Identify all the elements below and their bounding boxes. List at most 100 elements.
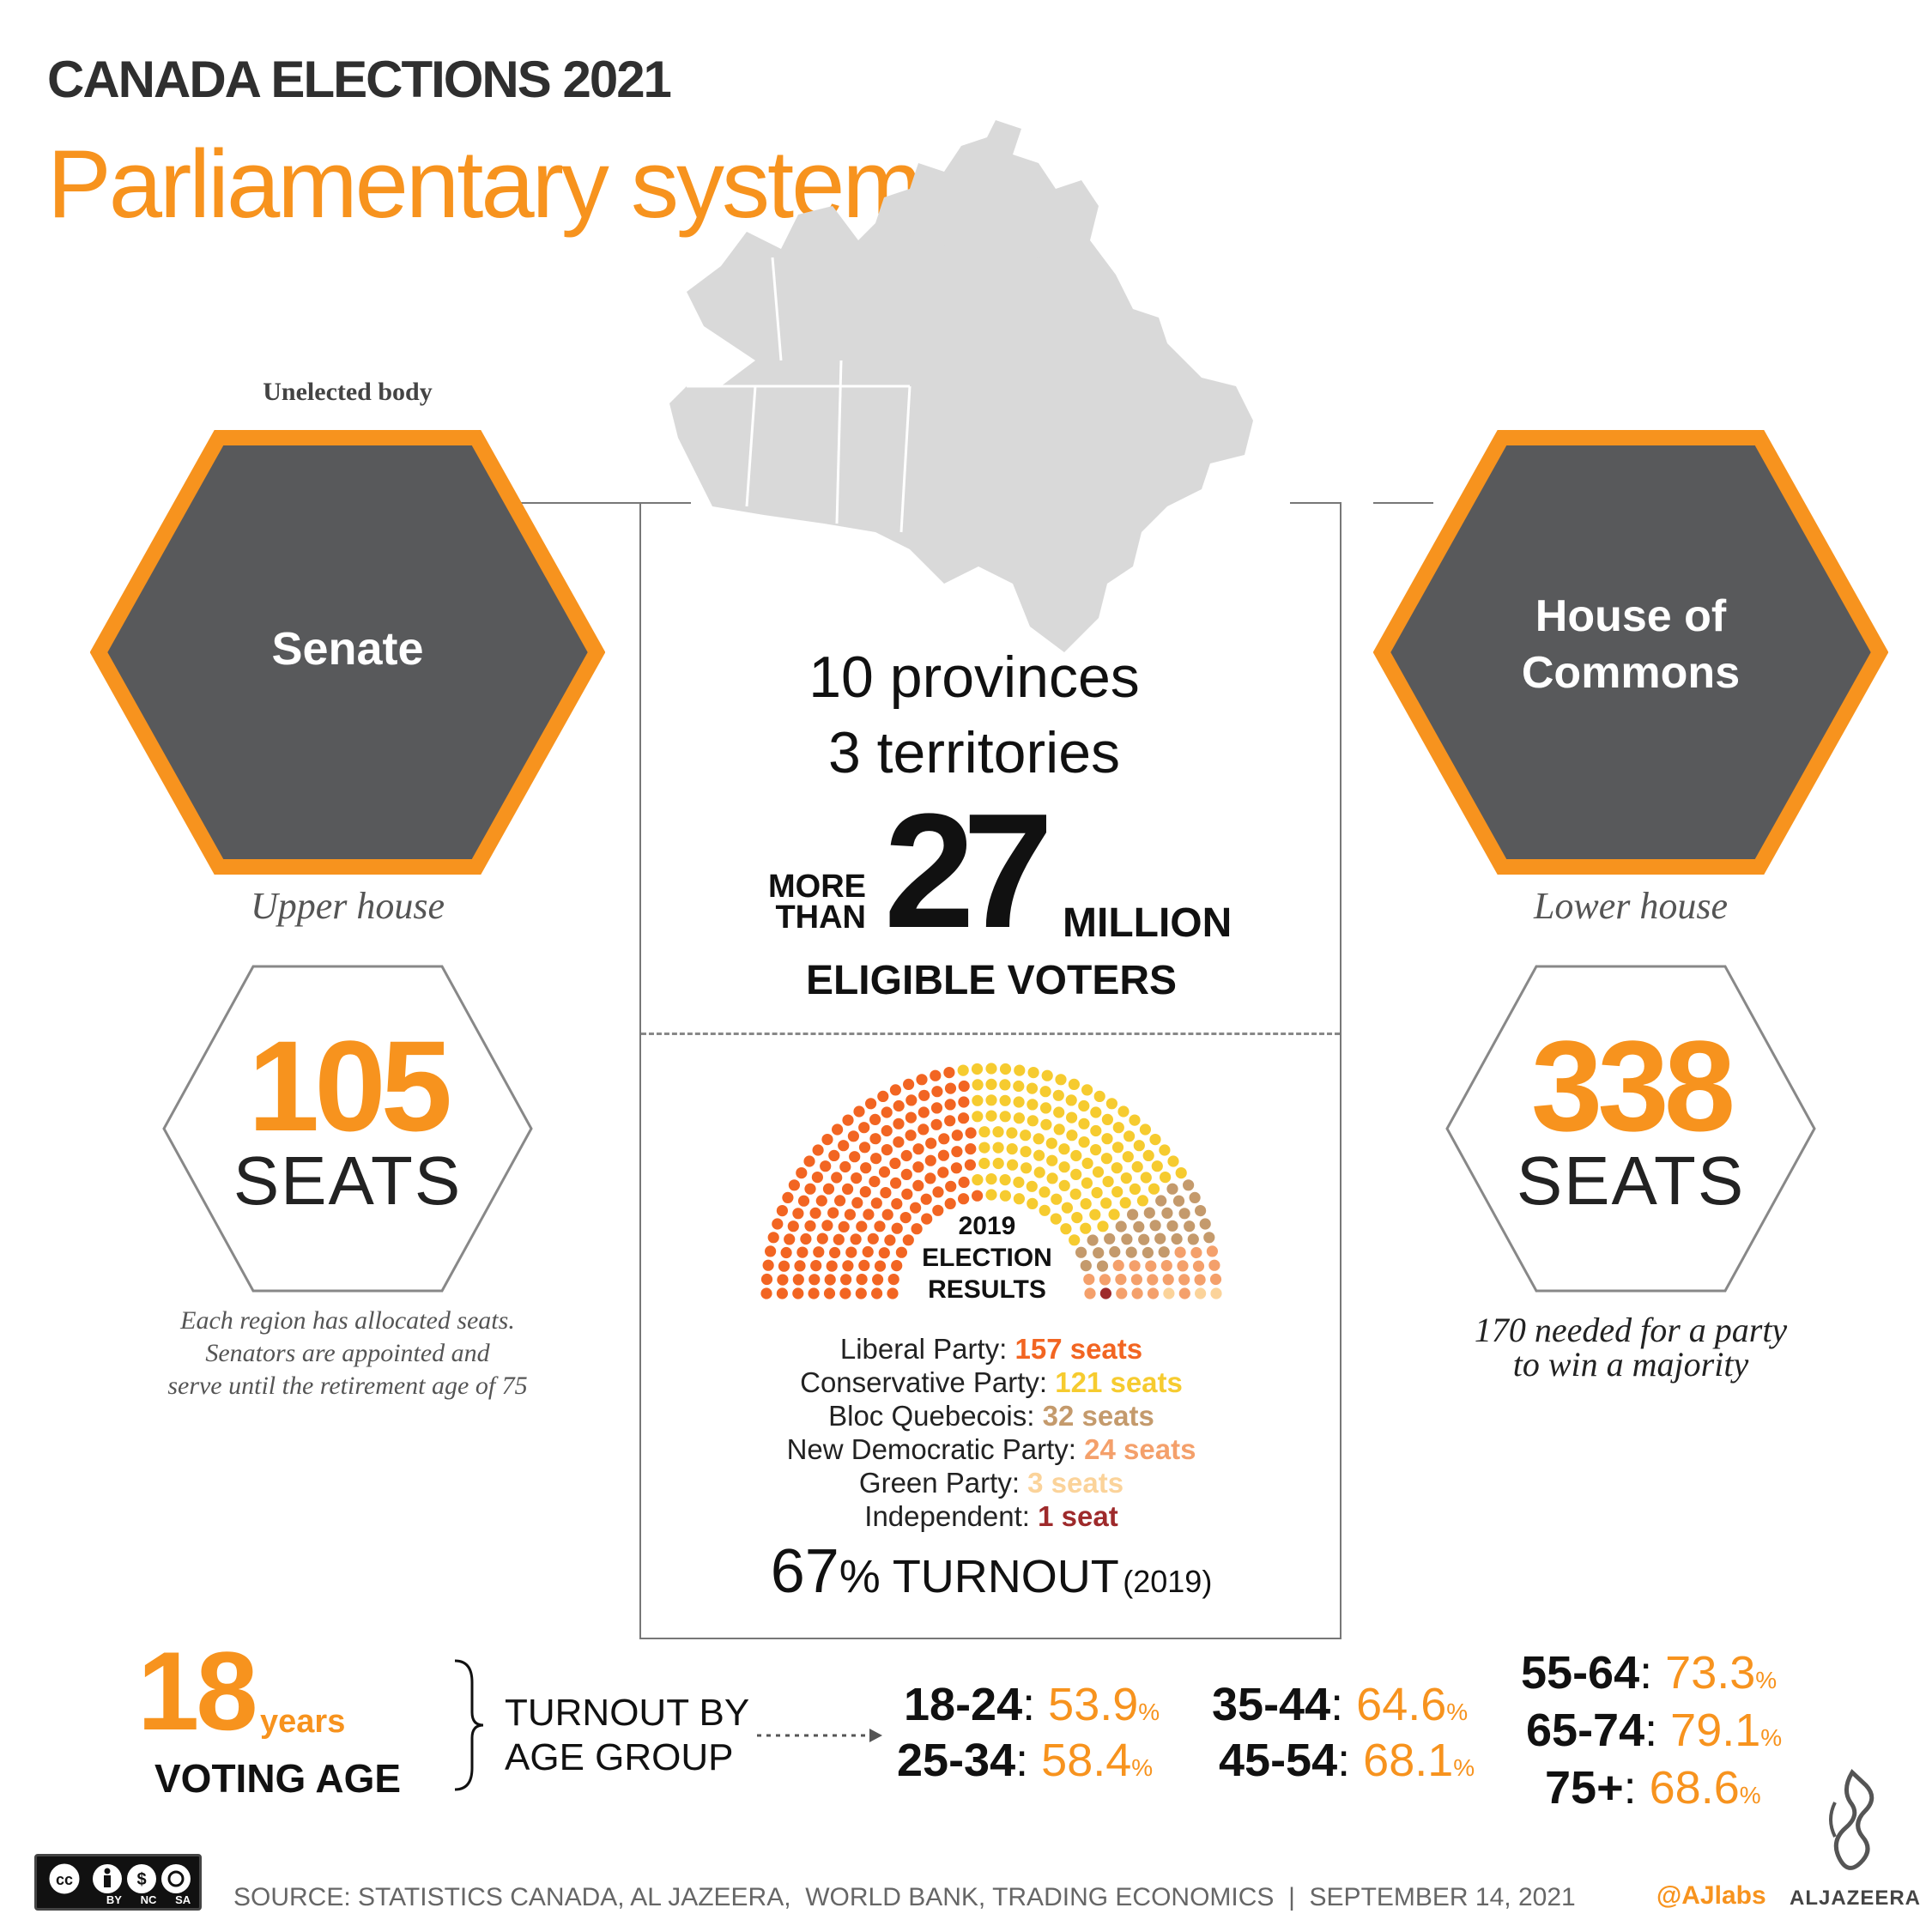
seat-dot-party-2 <box>1184 1220 1196 1232</box>
senate-note: Unelected body <box>263 378 433 406</box>
seat-dot-party-1 <box>1149 1134 1161 1146</box>
seat-dot-party-2 <box>1154 1232 1166 1245</box>
seat-dot-party-1 <box>1090 1144 1102 1156</box>
seat-dot-party-1 <box>999 1063 1012 1075</box>
seat-dot-party-3 <box>1192 1260 1205 1272</box>
seat-dot-party-3 <box>1131 1287 1143 1299</box>
results-center-label: 2019 ELECTION RESULTS <box>922 1212 1052 1304</box>
seat-dot-party-2 <box>1115 1220 1127 1232</box>
seat-dot-party-1 <box>1111 1162 1123 1174</box>
seat-dot-party-0 <box>881 1106 893 1118</box>
seat-dot-party-1 <box>1081 1157 1093 1169</box>
seat-dot-party-0 <box>931 1086 943 1098</box>
seat-dot-party-1 <box>1129 1114 1141 1126</box>
senate-description: Each region has allocated seats. Senator… <box>167 1306 528 1400</box>
seat-dot-party-1 <box>978 1157 990 1170</box>
seat-dot-party-4 <box>1163 1287 1175 1299</box>
voting-age-number: 18 <box>137 1628 258 1753</box>
seat-dot-party-1 <box>972 1174 984 1186</box>
legend-row-conservative: Conservative Party: 121 seats <box>800 1366 1183 1398</box>
seat-dot-party-1 <box>1039 1186 1051 1198</box>
senate-hexagon <box>90 430 605 875</box>
seat-dot-party-1 <box>957 1064 969 1076</box>
seat-dot-party-0 <box>891 1222 903 1234</box>
seat-dot-party-1 <box>1006 1143 1018 1155</box>
seat-dot-party-2 <box>1080 1260 1092 1272</box>
seat-dot-party-0 <box>863 1208 875 1220</box>
seat-dot-party-2 <box>1171 1232 1183 1245</box>
seat-dot-party-0 <box>813 1246 825 1258</box>
seat-dot-party-0 <box>871 1287 883 1299</box>
seat-dot-party-2 <box>1195 1205 1207 1217</box>
seat-dot-party-0 <box>815 1195 827 1207</box>
seat-dot-party-1 <box>985 1094 997 1106</box>
seat-dot-party-0 <box>828 1149 840 1161</box>
seat-dot-party-0 <box>905 1130 917 1142</box>
seat-dot-party-0 <box>838 1140 850 1152</box>
seat-dot-party-0 <box>792 1274 804 1286</box>
seat-dot-party-4 <box>1210 1287 1222 1299</box>
seat-dot-party-0 <box>900 1149 912 1162</box>
senate-seats-word: SEATS <box>233 1142 463 1219</box>
seat-dot-party-0 <box>777 1274 789 1286</box>
seat-dot-party-0 <box>776 1205 788 1217</box>
seat-dot-party-0 <box>839 1287 851 1299</box>
seat-dot-party-1 <box>1033 1166 1045 1178</box>
seat-dot-party-0 <box>858 1142 871 1154</box>
ajlabs-handle: @AJlabs <box>1656 1881 1766 1910</box>
senate-title: Senate <box>271 623 424 675</box>
seat-dot-party-0 <box>910 1202 922 1214</box>
seat-dot-party-1 <box>1129 1183 1141 1195</box>
seat-dot-party-0 <box>792 1287 804 1299</box>
senate-seats-number: 105 <box>247 1014 452 1158</box>
turnout-by-age-label: TURNOUT BY AGE GROUP <box>505 1692 750 1778</box>
seat-dot-party-1 <box>1080 1222 1092 1234</box>
seat-dot-party-3 <box>1099 1274 1111 1286</box>
seat-dot-party-1 <box>1100 1197 1112 1209</box>
seat-dot-party-1 <box>992 1142 1004 1154</box>
seat-dot-party-0 <box>829 1246 841 1259</box>
seat-dot-party-1 <box>1101 1113 1113 1125</box>
seat-dot-party-0 <box>893 1099 905 1112</box>
senate-subtitle: Upper house <box>250 885 445 927</box>
seat-dot-party-0 <box>944 1099 956 1111</box>
legend-row-liberal: Liberal Party: 157 seats <box>839 1333 1143 1365</box>
seat-dot-party-0 <box>855 1287 867 1299</box>
seat-dot-party-1 <box>1167 1155 1179 1167</box>
age-group-35-44: 35-44: 64.6% <box>1212 1679 1469 1730</box>
seat-dot-party-1 <box>1046 1154 1058 1166</box>
seat-dot-party-2 <box>1087 1234 1099 1246</box>
seat-dot-party-0 <box>760 1273 773 1286</box>
seat-dot-party-0 <box>822 1183 835 1195</box>
voters-number: 27 <box>884 780 1053 962</box>
seat-dot-party-0 <box>916 1074 928 1086</box>
seat-dot-party-0 <box>918 1123 930 1136</box>
seat-dot-party-2 <box>1199 1218 1211 1230</box>
seat-dot-party-1 <box>1014 1064 1026 1076</box>
seat-dot-party-1 <box>1139 1123 1151 1136</box>
seat-dot-party-1 <box>1122 1151 1134 1163</box>
seat-dot-party-1 <box>1081 1177 1093 1189</box>
seat-dot-party-1 <box>1050 1213 1062 1225</box>
seat-dot-party-0 <box>804 1220 816 1232</box>
seat-dot-party-0 <box>865 1098 877 1110</box>
seat-dot-party-1 <box>1033 1133 1045 1145</box>
seat-dot-party-1 <box>999 1190 1011 1202</box>
seat-dot-party-3 <box>1178 1287 1190 1299</box>
seat-dot-party-1 <box>1108 1208 1120 1220</box>
seat-dot-party-3 <box>1160 1260 1172 1272</box>
seat-dot-party-1 <box>972 1094 984 1106</box>
seat-dot-party-0 <box>816 1232 828 1245</box>
seat-dot-party-1 <box>1111 1142 1124 1154</box>
turnout-2019: 67% TURNOUT (2019) <box>652 1536 1330 1607</box>
seat-dot-party-0 <box>958 1112 970 1124</box>
seat-dot-party-1 <box>985 1189 997 1201</box>
commons-seats-hexagon <box>1445 965 1816 1293</box>
svg-text:cc: cc <box>56 1871 73 1888</box>
seat-dot-party-1 <box>1065 1094 1077 1106</box>
seat-dot-party-0 <box>796 1246 809 1258</box>
seat-dot-party-2 <box>1125 1246 1137 1258</box>
seat-dot-party-0 <box>831 1172 843 1184</box>
seat-dot-party-4 <box>1195 1287 1207 1299</box>
seat-dot-party-0 <box>840 1274 852 1286</box>
